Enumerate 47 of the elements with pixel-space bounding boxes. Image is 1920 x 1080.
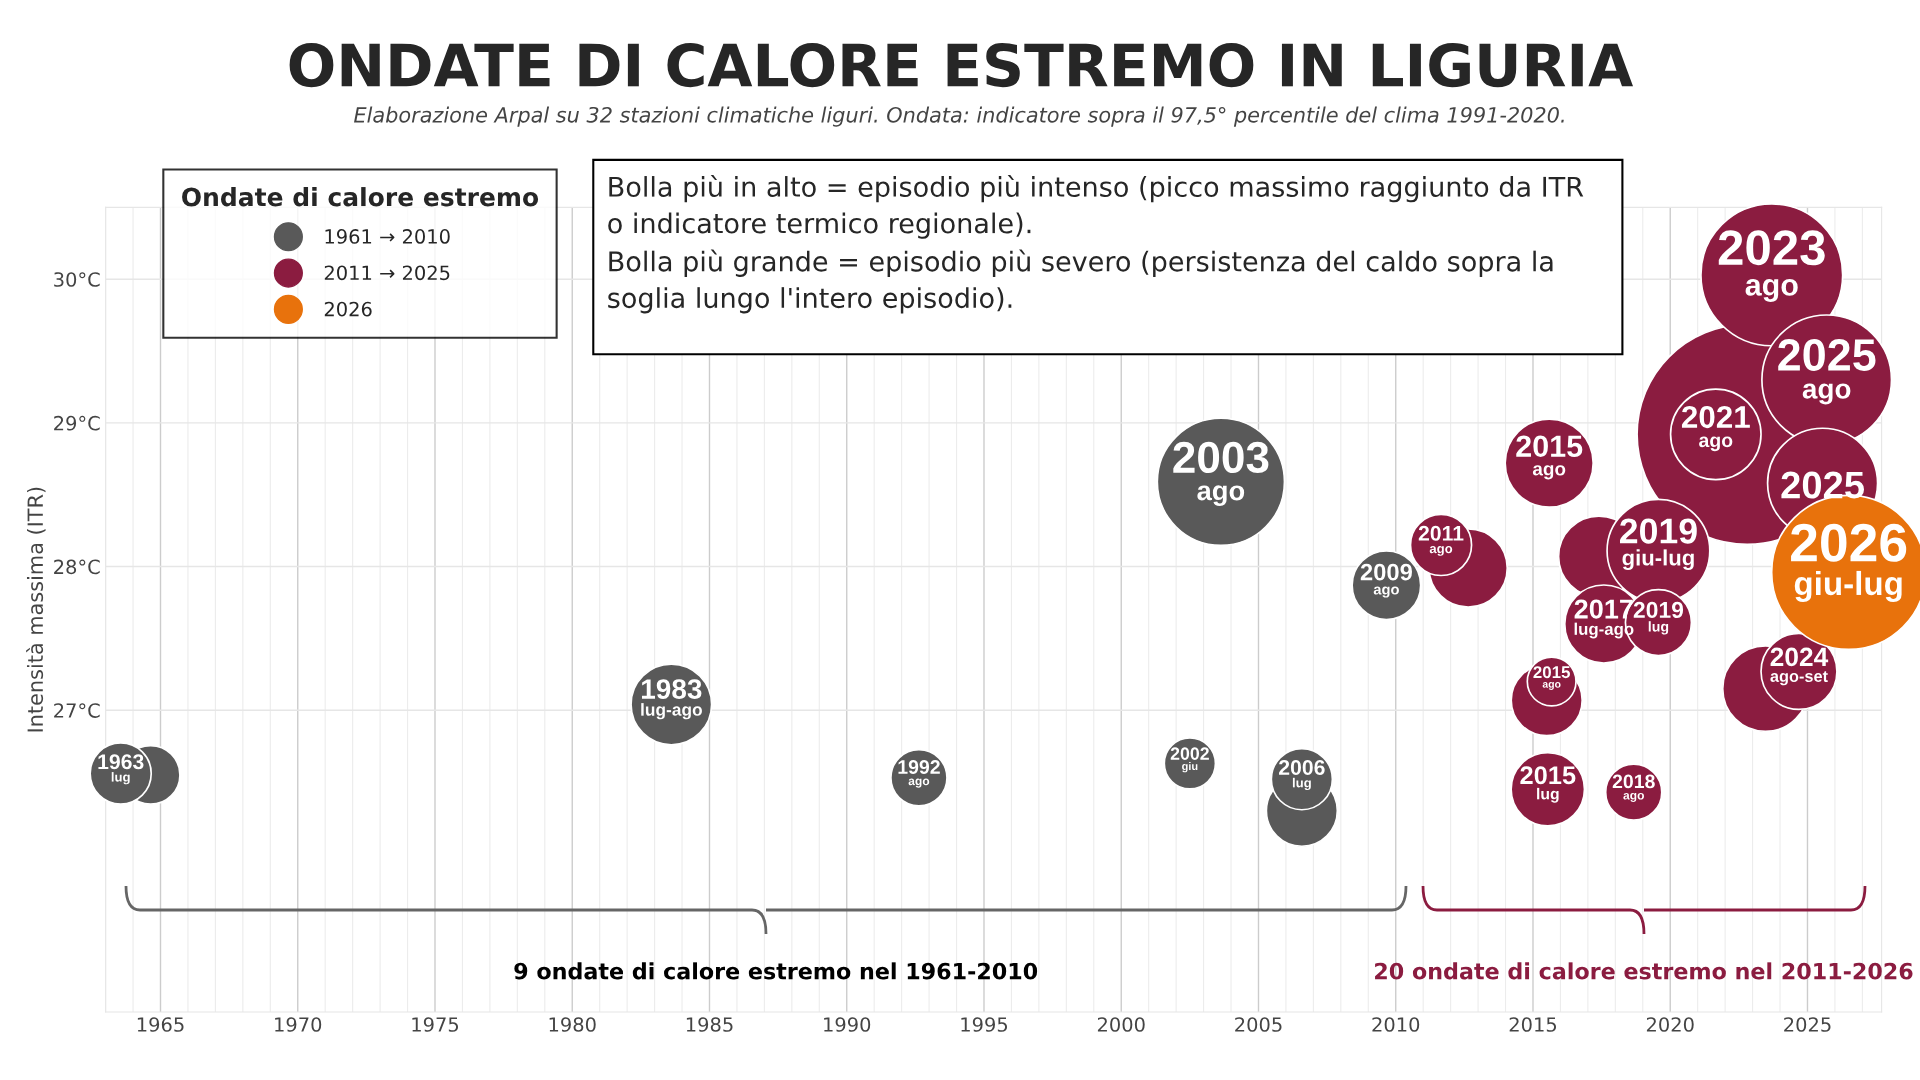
annotation: 2025 ago <box>1778 339 1876 405</box>
annotation: 2003 ago <box>1173 441 1269 506</box>
annotation: 2009 ago <box>1360 563 1412 598</box>
y-tick-label: 30°C <box>54 272 100 287</box>
annotation: 2025 <box>1781 471 1865 499</box>
x-tick-label: 1965 <box>137 1017 184 1032</box>
annotation: 2018 ago <box>1612 774 1655 802</box>
x-tick-label: 2025 <box>1784 1017 1831 1032</box>
annotation: 2011 ago <box>1418 525 1464 556</box>
legend-label: 2026 <box>324 301 372 317</box>
legend-label: 1961 → 2010 <box>325 229 450 244</box>
annotation: 2019 lug <box>1633 601 1684 635</box>
annotation: 2015 lug <box>1520 766 1576 803</box>
y-tick-label: 28°C <box>54 559 100 575</box>
annotation: Bolla più in alto = episodio più intenso (picco massimo raggiunto da ITR o indicatore termico regionale). Bolla più grande = episodio più severo (persistenza del caldo sopra la soglia lungo l'intero episodio). <box>608 174 1584 314</box>
annotation: 2015 ago <box>1516 435 1583 480</box>
x-tick-label: 1995 <box>961 1017 1008 1032</box>
x-tick-label: 1970 <box>275 1017 322 1032</box>
chart-title: ONDATE DI CALORE ESTREMO IN LIGURIA <box>289 43 1634 88</box>
annotation: 1983 lug-ago <box>641 679 702 720</box>
x-tick-label: 2000 <box>1097 1017 1145 1032</box>
x-tick-label: 2020 <box>1646 1017 1694 1032</box>
x-tick-label: 2015 <box>1509 1017 1557 1032</box>
legend-title: Ondate di calore estremo <box>182 187 539 207</box>
annotation: 2023 ago <box>1718 230 1825 302</box>
y-tick-label: 27°C <box>54 703 100 718</box>
x-tick-label: 2010 <box>1372 1017 1420 1032</box>
annotation: 2019 giu-lug <box>1620 518 1697 571</box>
x-tick-label: 1990 <box>824 1017 871 1032</box>
annotation: 2026 giu-lug <box>1791 523 1907 602</box>
annotation: 20 ondate di calore estremo nel 2011-2026 <box>1375 962 1913 980</box>
annotation: 9 ondate di calore estremo nel 1961-2010 <box>514 962 1038 980</box>
x-tick-label: 2005 <box>1235 1017 1282 1032</box>
annotation: 2024 ago-set <box>1770 647 1829 686</box>
annotation: 1992 ago <box>898 760 940 788</box>
annotation: 2021 ago <box>1681 405 1750 452</box>
annotation: 1963 lug <box>98 754 144 785</box>
chart-subtitle: Elaborazione Arpal su 32 stazioni climatiche liguri. Ondata: indicatore sopra il 97,5° percentile del clima 1991-2020. <box>354 106 1564 127</box>
x-tick-label: 1985 <box>686 1017 733 1032</box>
x-tick-label: 1975 <box>412 1017 459 1032</box>
annotation: 2002 giu <box>1170 747 1209 773</box>
x-tick-label: 1980 <box>549 1017 596 1032</box>
y-tick-label: 29°C <box>54 415 100 431</box>
y-axis-title: Intensità massima (ITR) <box>26 487 46 732</box>
legend-label: 2011 → 2025 <box>324 265 450 281</box>
annotation: 2006 lug <box>1279 760 1325 791</box>
annotation: 2015 ago <box>1533 666 1570 690</box>
